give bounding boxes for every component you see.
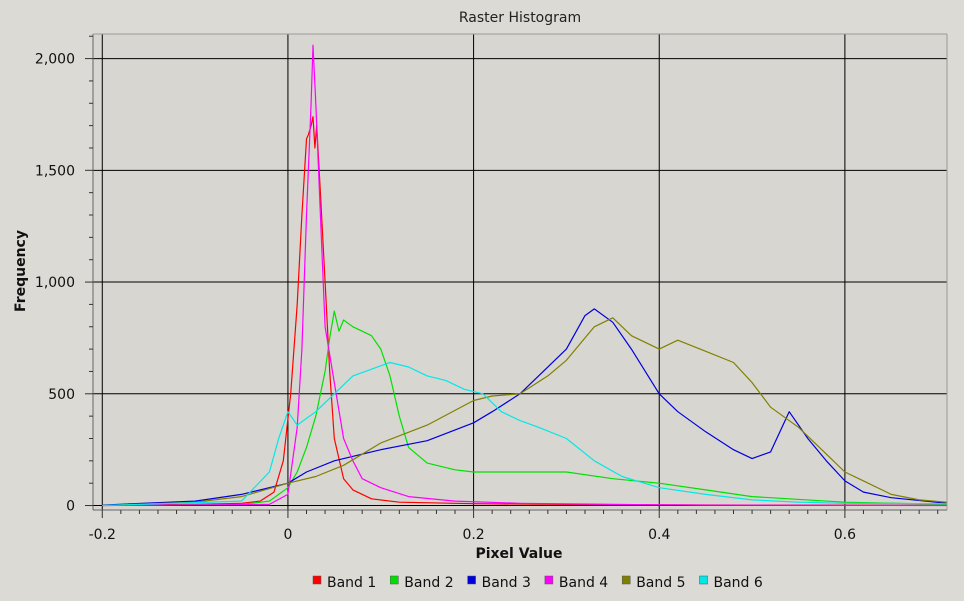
- series-line-band-2: [102, 310, 948, 507]
- legend-label: Band 6: [714, 575, 763, 591]
- series-line-band-5: [102, 317, 948, 507]
- y-tick-label-3: 1,500: [35, 163, 75, 179]
- x-tick-label-3: 0.4: [648, 527, 670, 543]
- series-line-band-4: [102, 44, 948, 507]
- legend-swatch: [621, 575, 631, 585]
- x-axis-label: Pixel Value: [475, 546, 562, 562]
- legend-swatch: [467, 575, 476, 585]
- grid: [93, 34, 947, 510]
- legend-swatch: [699, 575, 708, 585]
- tick-labels: -0.2 0 0.2 0.4 0.6 0 500 1,000 1,500 2,000: [35, 52, 856, 543]
- y-tick-label-2: 1,000: [35, 275, 75, 291]
- plot-area: [93, 34, 947, 510]
- legend-label: Band 4: [559, 575, 608, 591]
- chart-title: Raster Histogram: [459, 10, 581, 26]
- series-line-band-6: [102, 361, 948, 507]
- x-tick-label-1: 0: [283, 527, 292, 543]
- axes: [85, 33, 948, 518]
- y-tick-label-1: 500: [48, 387, 75, 403]
- legend-swatch: [390, 575, 399, 585]
- series-line-band-3: [102, 308, 948, 506]
- series-layer: [102, 44, 948, 507]
- legend-swatch: [544, 575, 554, 585]
- legend-label: Band 2: [404, 575, 453, 591]
- x-tick-label-2: 0.2: [462, 527, 484, 543]
- legend-item-band-3: Band 3: [467, 575, 531, 591]
- y-tick-label-4: 2,000: [35, 52, 75, 68]
- legend-item-band-4: Band 4: [544, 575, 608, 591]
- legend-label: Band 3: [482, 575, 531, 591]
- legend-swatch: [312, 575, 322, 585]
- x-tick-label-0: -0.2: [89, 527, 116, 543]
- legend-item-band-5: Band 5: [621, 575, 686, 591]
- legend-item-band-1: Band 1: [312, 575, 376, 591]
- legend-item-band-2: Band 2: [390, 575, 454, 591]
- legend: Band 1 Band 2 Band 3 Band 4 Band 5 Band 6: [312, 575, 763, 591]
- y-axis-label: Frequency: [13, 230, 29, 312]
- legend-item-band-6: Band 6: [699, 575, 763, 591]
- legend-label: Band 5: [636, 575, 685, 591]
- legend-label: Band 1: [327, 575, 376, 591]
- series-line-band-1: [102, 116, 948, 506]
- x-tick-label-4: 0.6: [834, 527, 856, 543]
- y-tick-label-0: 0: [66, 499, 75, 515]
